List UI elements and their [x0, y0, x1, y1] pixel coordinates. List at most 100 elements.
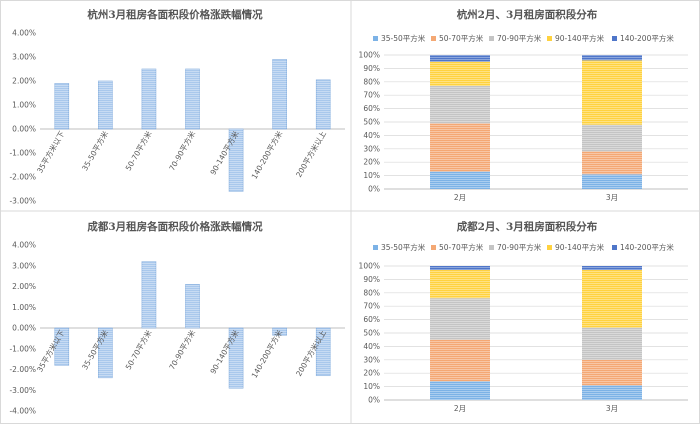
segment-texture — [430, 339, 490, 382]
segment-texture — [582, 151, 642, 175]
segment-texture — [582, 55, 642, 61]
bar-texture — [141, 69, 156, 129]
legend-swatch — [431, 36, 436, 41]
y-tick-label: 1.00% — [12, 303, 36, 312]
y-tick-label: 40% — [363, 342, 380, 351]
y-tick-label: 30% — [363, 144, 380, 153]
y-tick-label: 3.00% — [12, 53, 36, 62]
bar-texture — [185, 69, 200, 129]
y-tick-label: 20% — [363, 158, 380, 167]
y-tick-label: 80% — [363, 288, 380, 297]
legend-label: 140-200平方米 — [620, 242, 674, 252]
y-tick-label: 60% — [363, 315, 380, 324]
y-tick-label: 10% — [363, 171, 380, 180]
category-label: 35平方米以下 — [34, 129, 66, 175]
legend-swatch — [547, 245, 552, 250]
y-tick-label: -1.00% — [9, 149, 36, 158]
bar-texture — [316, 328, 331, 376]
legend-label: 35-50平方米 — [381, 242, 426, 252]
segment-texture — [430, 270, 490, 299]
bar-texture — [272, 59, 287, 129]
legend-item: 50-70平方米 — [431, 242, 484, 252]
legend-label: 50-70平方米 — [439, 242, 484, 252]
change-chart-2: 4.00% 3.00% 2.00% 1.00% 0.00% -1.00% -2.00% -3.… — [9, 241, 345, 416]
legend-item: 90-140平方米 — [547, 242, 605, 252]
legend-item: 35-50平方米 — [373, 242, 426, 252]
legend-label: 140-200平方米 — [620, 33, 674, 43]
y-tick-label: -2.00% — [9, 173, 36, 182]
y-tick-label: 3.00% — [12, 261, 36, 270]
bar-texture — [141, 261, 156, 328]
y-tick-label: 0% — [368, 396, 380, 405]
legend-swatch — [612, 245, 617, 250]
category-label: 70-90平方米 — [166, 328, 197, 372]
y-tick-label: 90% — [363, 275, 380, 284]
distribution-chart-3: 35-50平方米 50-70平方米 70-90平方米 90-140平方米 140-200… — [359, 242, 688, 413]
segment-texture — [582, 359, 642, 386]
legend-label: 70-90平方米 — [497, 33, 542, 43]
change-chart-0: 4.00% 3.00% 2.00% 1.00% 0.00% -1.00% -2.00% -3.… — [9, 29, 345, 206]
y-tick-label: 90% — [363, 64, 380, 73]
chart-title: 成都3月租房各面积段价格涨跌幅情况 — [87, 220, 263, 233]
legend-swatch — [612, 36, 617, 41]
legend-item: 90-140平方米 — [547, 33, 605, 43]
y-tick-label: 60% — [363, 104, 380, 113]
category-label: 35-50平方米 — [79, 129, 110, 173]
segment-texture — [582, 174, 642, 189]
segment-texture — [430, 61, 490, 86]
segment-texture — [430, 381, 490, 400]
segment-texture — [582, 385, 642, 400]
panel-cd-change: 成都3月租房各面积段价格涨跌幅情况 — [87, 220, 263, 233]
legend-label: 50-70平方米 — [439, 33, 484, 43]
y-tick-label: 0.00% — [12, 324, 36, 333]
segment-texture — [582, 60, 642, 125]
segment-texture — [582, 270, 642, 328]
category-label: 140-200平方米 — [249, 129, 285, 181]
segment-texture — [430, 55, 490, 62]
y-tick-label: -3.00% — [9, 386, 36, 395]
category-label: 3月 — [606, 404, 618, 413]
bar-texture — [272, 328, 287, 336]
legend-item: 140-200平方米 — [612, 33, 674, 43]
y-tick-label: 20% — [363, 369, 380, 378]
legend-swatch — [489, 245, 494, 250]
legend-label: 35-50平方米 — [381, 33, 426, 43]
y-tick-label: 100% — [359, 262, 380, 271]
legend-swatch — [547, 36, 552, 41]
y-tick-label: 40% — [363, 131, 380, 140]
category-label: 200平方米以上 — [293, 129, 328, 179]
legend-item: 70-90平方米 — [489, 33, 542, 43]
bar-texture — [229, 129, 244, 192]
y-tick-label: -1.00% — [9, 344, 36, 353]
category-label: 50-70平方米 — [123, 328, 154, 372]
y-tick-label: 80% — [363, 77, 380, 86]
chart-title: 成都2月、3月租房面积段分布 — [457, 220, 598, 233]
panel-hz-distribution: 杭州2月、3月租房面积段分布 — [457, 8, 598, 21]
legend-item: 140-200平方米 — [612, 242, 674, 252]
category-label: 140-200平方米 — [249, 328, 285, 380]
legend-swatch — [431, 245, 436, 250]
legend-swatch — [489, 36, 494, 41]
segment-texture — [430, 85, 490, 124]
segment-texture — [430, 171, 490, 189]
y-tick-label: 100% — [359, 51, 380, 60]
panel-cd-distribution: 成都2月、3月租房面积段分布 — [457, 220, 598, 233]
legend-label: 90-140平方米 — [555, 33, 605, 43]
legend-item: 70-90平方米 — [489, 242, 542, 252]
chart-title: 杭州2月、3月租房面积段分布 — [457, 8, 598, 21]
y-tick-label: -4.00% — [9, 407, 36, 416]
chart-title: 杭州3月租房各面积段价格涨跌幅情况 — [87, 8, 263, 21]
y-tick-label: 1.00% — [12, 101, 36, 110]
y-tick-label: -3.00% — [9, 197, 36, 206]
category-label: 3月 — [606, 193, 618, 202]
bar-texture — [54, 83, 69, 129]
y-tick-label: 10% — [363, 382, 380, 391]
y-tick-label: 4.00% — [12, 29, 36, 38]
segment-texture — [430, 266, 490, 271]
segment-texture — [430, 123, 490, 172]
legend-swatch — [373, 245, 378, 250]
y-tick-label: 50% — [363, 329, 380, 338]
bar-texture — [185, 284, 200, 328]
category-label: 2月 — [454, 193, 466, 202]
